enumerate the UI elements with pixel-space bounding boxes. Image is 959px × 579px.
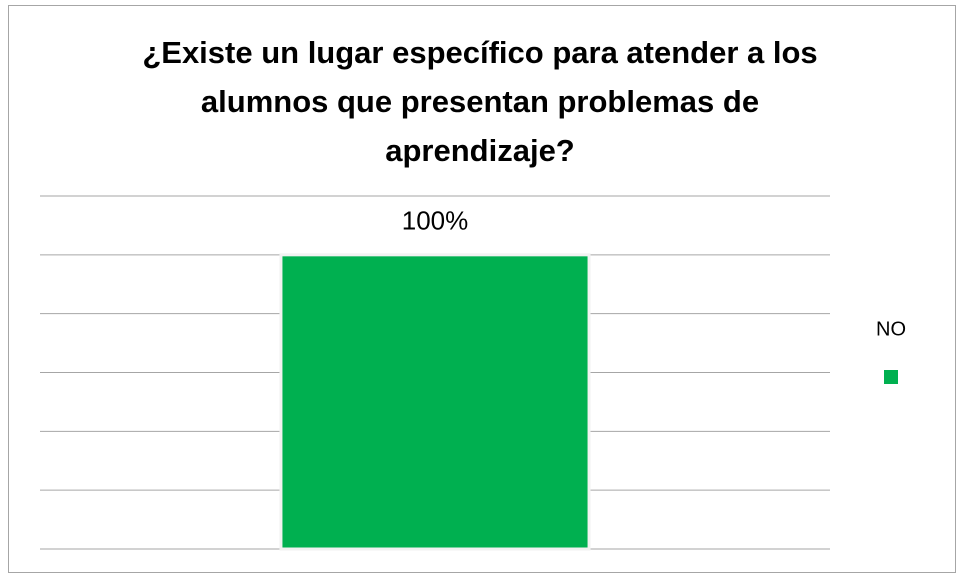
- chart-frame: [8, 5, 956, 573]
- legend-label: NO: [876, 318, 906, 340]
- chart-title: ¿Existe un lugar específico para atender…: [142, 35, 818, 168]
- bar: [279, 253, 591, 551]
- legend-swatch: [884, 370, 898, 384]
- data-label: 100%: [402, 206, 469, 236]
